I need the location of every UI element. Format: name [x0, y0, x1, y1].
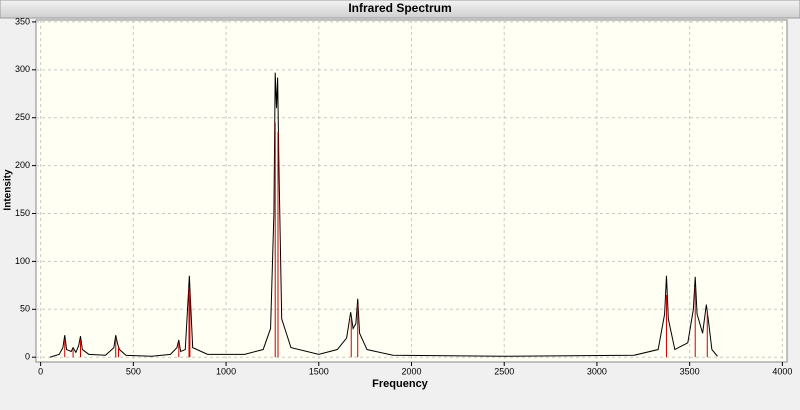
y-tick-label: 200: [15, 160, 30, 170]
x-tick-label: 2000: [401, 366, 421, 376]
x-tick-label: 3000: [587, 366, 607, 376]
title-bar: [0, 0, 800, 19]
y-tick-label: 50: [20, 304, 30, 314]
y-axis-label: Intensity: [3, 169, 14, 211]
y-tick-label: 350: [15, 16, 30, 26]
spectrum-line: [49, 72, 718, 358]
x-tick-label: 2500: [494, 366, 514, 376]
y-tick-label: 100: [15, 256, 30, 266]
x-tick-label: 0: [38, 366, 43, 376]
x-tick-label: 4000: [772, 366, 792, 376]
y-tick-label: 250: [15, 112, 30, 122]
x-axis-label: Frequency: [372, 378, 429, 390]
x-tick-label: 1500: [309, 366, 329, 376]
y-tick-label: 300: [15, 64, 30, 74]
x-tick-label: 1000: [216, 366, 236, 376]
x-tick-label: 3500: [680, 366, 700, 376]
y-tick-label: 0: [25, 352, 30, 362]
y-tick-label: 150: [15, 208, 30, 218]
x-tick-label: 500: [126, 366, 141, 376]
chart-title: Infrared Spectrum: [348, 1, 451, 15]
